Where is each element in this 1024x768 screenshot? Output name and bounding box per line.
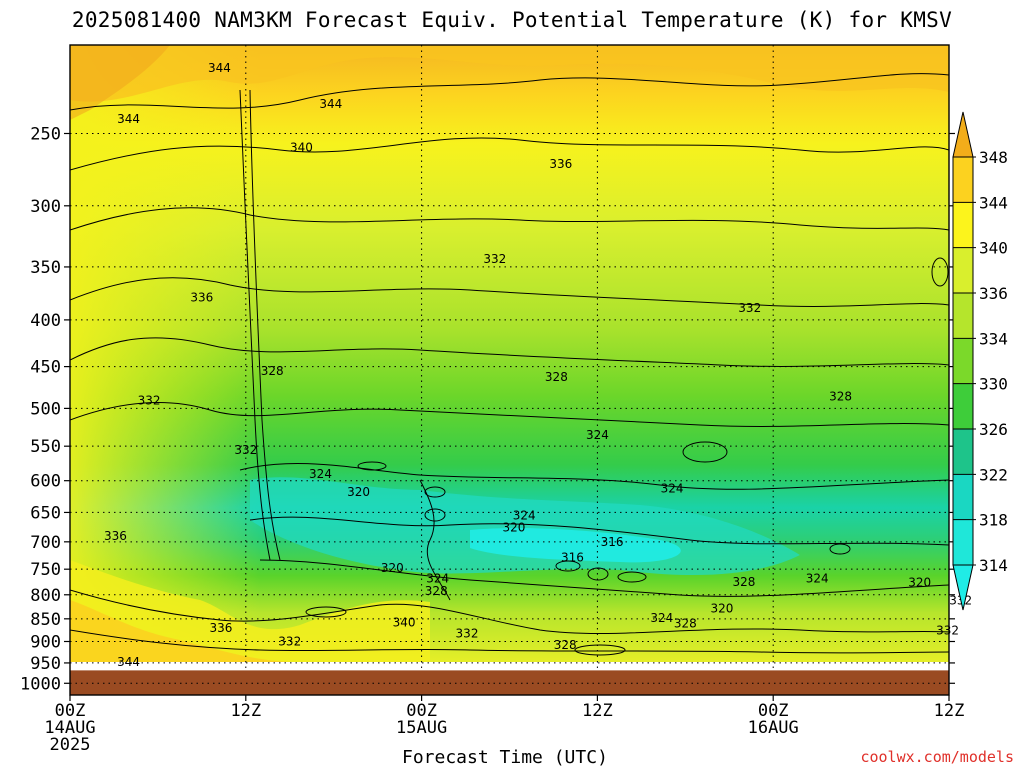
colorbar-segment [953,474,973,520]
contour-label: 336 [209,621,232,635]
colorbar-tick-label: 318 [979,511,1008,530]
y-tick-label: 300 [30,197,61,217]
y-tick-label: 550 [30,437,61,457]
x-tick-label: 00Z [55,701,86,721]
colorbar-segment [953,338,973,384]
contour-label: 328 [554,638,577,652]
x-tick-label: 16AUG [748,718,799,738]
contour-label: 324 [513,508,536,522]
contour-label: 328 [732,575,755,589]
contour-label: 324 [650,611,673,625]
ground-mask [70,670,949,695]
colorbar-tick-label: 344 [979,193,1008,212]
x-tick-label: 12Z [934,701,965,721]
contour-label: 324 [309,467,332,481]
colorbar-segment [953,383,973,429]
y-tick-label: 600 [30,472,61,492]
x-tick-label: 14AUG [44,718,95,738]
contour-label: 332 [456,626,479,640]
chart-title: 2025081400 NAM3KM Forecast Equiv. Potent… [71,8,953,32]
contour-label: 336 [104,529,127,543]
colorbar-segment [953,519,973,565]
y-tick-label: 650 [30,503,61,523]
colorbar-tick-label: 340 [979,239,1008,258]
x-tick-label: 15AUG [396,718,447,738]
y-tick-label: 500 [30,399,61,419]
contour-label: 336 [549,157,572,171]
colorbar-segment [953,293,973,339]
y-tick-label: 450 [30,358,61,378]
contour-label: 344 [117,112,140,126]
contour-label: 324 [426,572,449,586]
y-tick-label: 700 [30,533,61,553]
colorbar-segment [953,429,973,475]
contour-label: 332 [483,252,506,266]
colorbar-top-arrow [952,111,974,158]
contour-label: 320 [347,485,370,499]
y-tick-label: 850 [30,610,61,630]
contour-label: 332 [234,443,257,457]
x-tick-label: 00Z [758,701,789,721]
y-tick-label: 750 [30,560,61,580]
grid-lines [69,45,950,684]
y-tick-label: 900 [30,632,61,652]
y-tick-label: 950 [30,654,61,674]
contour-label: 324 [661,482,684,496]
colorbar-segment [953,157,973,203]
contour-label: 320 [710,601,733,615]
x-tick-label: 12Z [230,701,261,721]
theta-e-field [70,45,949,662]
x-tick-label: 2025 [50,735,91,755]
plot-frame [69,44,950,696]
x-tick-label: 00Z [406,701,437,721]
colorbar-tick-label: 348 [979,148,1008,167]
contour-label: 328 [829,389,852,403]
x-axis-label: Forecast Time (UTC) [402,747,608,768]
y-tick-label: 350 [30,258,61,278]
contour-label: 344 [208,61,231,75]
contour-label: 344 [117,655,140,669]
contour-label: 332 [278,634,301,648]
contour-label: 332 [936,623,959,637]
contour-label: 320 [908,576,931,590]
contour-label: 328 [425,584,448,598]
contour-label: 336 [190,290,213,304]
contour-label: 320 [381,561,404,575]
contour-label: 324 [586,428,609,442]
contour-label: 328 [674,616,697,630]
x-tick-label: 12Z [582,701,613,721]
contour-label: 320 [502,520,525,534]
colorbar-segment [953,202,973,248]
contour-label: 344 [319,97,342,111]
y-tick-label: 800 [30,586,61,606]
y-tick-label: 250 [30,124,61,144]
contour-label: 316 [561,550,584,564]
contour-label: 328 [545,370,568,384]
contour-label: 332 [738,301,761,315]
contour-label: 328 [261,364,284,378]
contour-label: 324 [806,572,829,586]
colorbar-tick-label: 314 [979,556,1008,575]
colorbar-segment [953,247,973,293]
contour-label: 340 [290,141,313,155]
contour-label: 316 [601,535,624,549]
colorbar-tick-label: 330 [979,375,1008,394]
credit-link[interactable]: coolwx.com/models [860,748,1014,766]
colorbar-tick-label: 334 [979,329,1008,348]
colorbar: 348 344 340 336 334 330 326 322 318 314 [952,111,1008,611]
colorbar-tick-label: 322 [979,465,1008,484]
y-tick-label: 400 [30,311,61,331]
colorbar-tick-label: 326 [979,420,1008,439]
y-tick-label: 1000 [20,674,61,694]
colorbar-tick-label: 336 [979,284,1008,303]
contour-label: 332 [138,393,161,407]
y-axis: 2503003504004505005506006507007508008509… [20,124,955,694]
contour-label: 340 [393,616,416,630]
